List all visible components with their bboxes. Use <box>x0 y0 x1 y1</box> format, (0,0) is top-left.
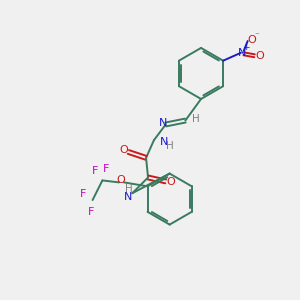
Text: H: H <box>192 114 200 124</box>
Text: F: F <box>87 207 94 217</box>
Text: ⁻: ⁻ <box>254 32 259 40</box>
Text: N: N <box>124 192 133 202</box>
Text: O: O <box>255 51 264 61</box>
Text: O: O <box>247 35 256 45</box>
Text: O: O <box>119 145 128 155</box>
Text: N: N <box>159 118 167 128</box>
Text: O: O <box>117 176 125 185</box>
Text: F: F <box>80 189 86 199</box>
Text: O: O <box>166 177 175 188</box>
Text: H: H <box>124 184 132 194</box>
Text: F: F <box>92 166 99 176</box>
Text: N: N <box>160 137 168 147</box>
Text: F: F <box>103 164 110 174</box>
Text: H: H <box>166 141 173 151</box>
Text: N: N <box>238 48 246 58</box>
Text: +: + <box>242 44 250 52</box>
